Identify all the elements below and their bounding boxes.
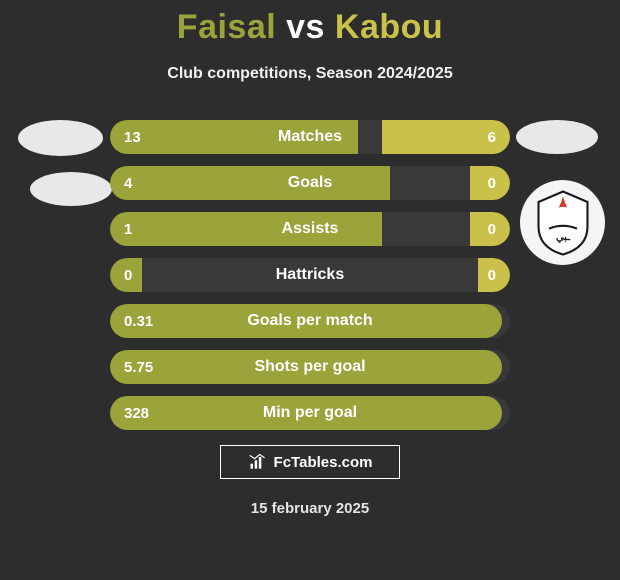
stat-value-right: 6: [488, 120, 496, 154]
stat-value-left: 328: [124, 396, 149, 430]
stat-row: Goals4 0: [110, 166, 510, 200]
stat-label: Hattricks: [110, 258, 510, 292]
bar-chart-icon: [248, 452, 268, 472]
player2-avatar: [516, 120, 598, 154]
stat-label: Assists: [110, 212, 510, 246]
player2-club-crest: ـبي: [520, 180, 605, 265]
stat-value-right: 0: [488, 212, 496, 246]
player2-name: Kabou: [335, 8, 443, 46]
player1-avatar: [18, 120, 103, 156]
player1-club-avatar: [30, 172, 112, 206]
stat-value-left: 0: [124, 258, 132, 292]
stat-label: Min per goal: [110, 396, 510, 430]
stat-row: Min per goal328: [110, 396, 510, 430]
stats-container: Matches136Goals40Assists10Hattricks00Goa…: [110, 120, 510, 442]
stat-value-left: 0.31: [124, 304, 153, 338]
stat-row: Matches13 6: [110, 120, 510, 154]
brand-text: FcTables.com: [274, 454, 373, 471]
stat-label: Matches: [110, 120, 510, 154]
stat-value-right: 0: [488, 166, 496, 200]
player1-name: Faisal: [177, 8, 276, 46]
stat-label: Goals: [110, 166, 510, 200]
stat-value-left: 5.75: [124, 350, 153, 384]
stat-label: Shots per goal: [110, 350, 510, 384]
stat-row: Hattricks0 0: [110, 258, 510, 292]
stat-value-right: 0: [488, 258, 496, 292]
stat-row: Goals per match0.31: [110, 304, 510, 338]
stat-row: Shots per goal5.75: [110, 350, 510, 384]
subtitle: Club competitions, Season 2024/2025: [0, 65, 620, 83]
stat-value-left: 4: [124, 166, 132, 200]
stat-value-left: 1: [124, 212, 132, 246]
stat-label: Goals per match: [110, 304, 510, 338]
stat-value-left: 13: [124, 120, 141, 154]
brand-suffix: Tables.com: [291, 454, 372, 471]
brand-box: FcTables.com: [220, 445, 400, 479]
brand-prefix: Fc: [274, 454, 292, 471]
date-label: 15 february 2025: [0, 500, 620, 517]
club-crest-icon: ـبي: [528, 188, 598, 258]
svg-text:ـبي: ـبي: [556, 231, 571, 242]
vs-separator: vs: [286, 8, 325, 46]
comparison-title: Faisal vs Kabou: [0, 0, 620, 47]
stat-row: Assists1 0: [110, 212, 510, 246]
